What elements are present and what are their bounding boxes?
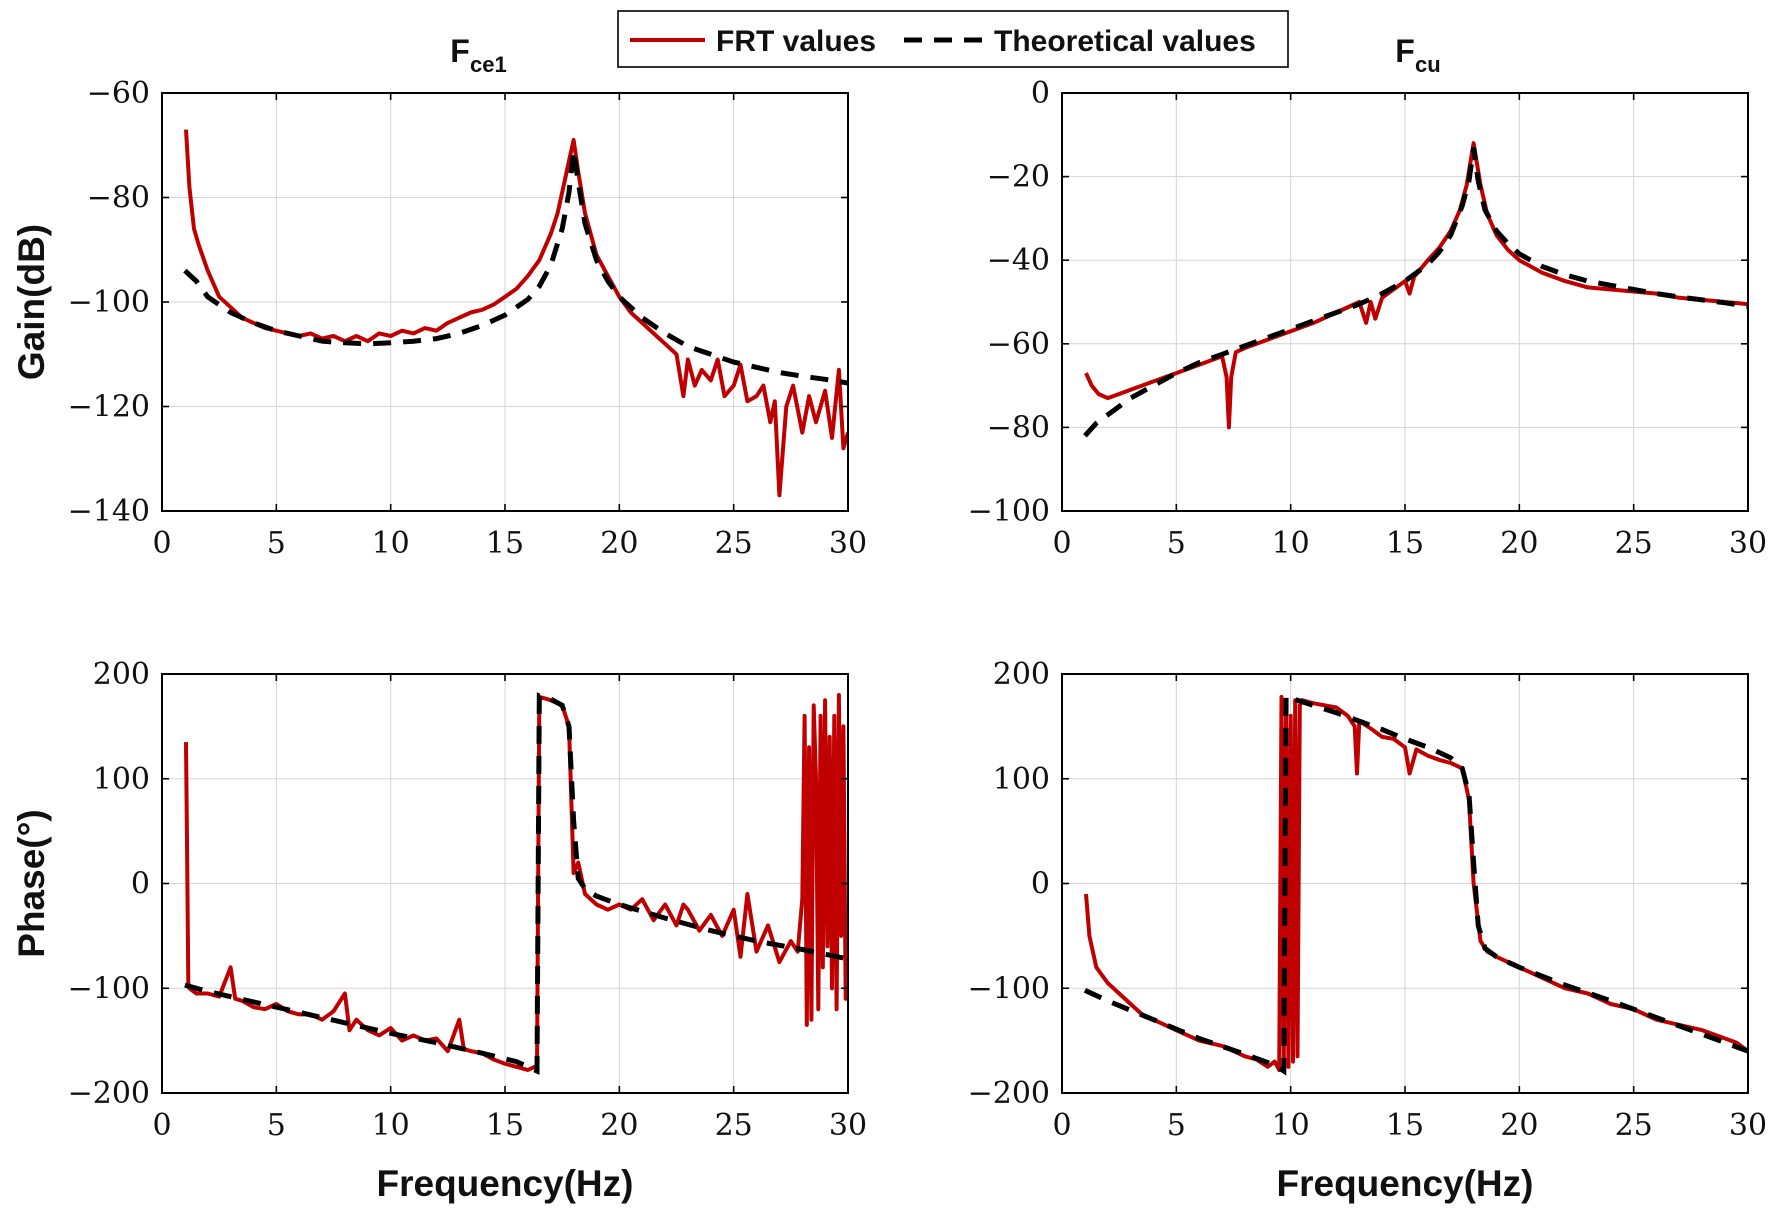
x-tick-label: 20 <box>1500 526 1538 561</box>
panel-gain-fce1: 0 5 10 15 20 25 30 −140 −120 −100 −80 −60 F ce1 Gain(d… <box>11 33 867 561</box>
y-tick-label: −200 <box>968 1076 1050 1111</box>
panel-phase-fce1: 0 5 10 15 20 25 30 −200 −100 0 100 200 Phase(°) Frequ… <box>11 657 867 1204</box>
y-tick-label: 0 <box>1031 76 1050 111</box>
x-tick-label: 10 <box>372 526 410 561</box>
x-tick-label: 5 <box>1167 1108 1186 1143</box>
panel-phase-fcu: 0 5 10 15 20 25 30 −200 −100 0 100 200 Frequency(Hz) <box>968 657 1768 1204</box>
y-tick-label: −20 <box>987 160 1050 195</box>
x-tick-label: 10 <box>1272 1108 1310 1143</box>
x-tick-label: 25 <box>715 1108 753 1143</box>
y-tick-label: −60 <box>987 327 1050 362</box>
x-tick-label: 30 <box>1729 526 1767 561</box>
x-tick-label: 0 <box>1052 526 1071 561</box>
y-tick-label: −60 <box>87 76 150 111</box>
series-theoretical-line <box>184 692 848 1075</box>
legend: FRT values Theoretical values <box>617 10 1289 68</box>
x-tick-label: 20 <box>600 526 638 561</box>
y-tick-label: −100 <box>968 494 1050 529</box>
series-theoretical-line <box>1083 146 1748 438</box>
legend-label-frt: FRT values <box>716 25 876 58</box>
x-axis-label: Frequency(Hz) <box>1277 1163 1534 1204</box>
y-tick-label: −100 <box>68 285 150 320</box>
y-tick-label: −200 <box>68 1076 150 1111</box>
y-tick-label: 100 <box>993 762 1050 797</box>
x-tick-label: 15 <box>1386 526 1424 561</box>
y-tick-label: 0 <box>131 867 150 902</box>
x-tick-label: 30 <box>1729 1108 1767 1143</box>
legend-box <box>617 10 1289 68</box>
x-tick-label: 0 <box>152 526 171 561</box>
y-tick-label: −80 <box>87 181 150 216</box>
panel-gain-fcu: 0 5 10 15 20 25 30 −100 −80 −60 −40 −20 0 F cu <box>968 33 1768 561</box>
y-tick-label: 200 <box>993 657 1050 692</box>
y-tick-label: 200 <box>93 657 150 692</box>
x-tick-label: 15 <box>1386 1108 1424 1143</box>
panel-title-subscript: cu <box>1415 52 1441 77</box>
x-tick-label: 5 <box>267 1108 286 1143</box>
x-tick-label: 15 <box>486 526 524 561</box>
x-tick-label: 20 <box>1500 1108 1538 1143</box>
panel-title: F <box>1395 33 1415 69</box>
y-tick-label: −140 <box>68 494 150 529</box>
panel-title: F <box>450 33 470 69</box>
series-theoretical-line <box>1083 692 1748 1076</box>
y-axis-label: Phase(°) <box>11 809 52 957</box>
x-tick-label: 10 <box>372 1108 410 1143</box>
x-tick-label: 0 <box>152 1108 171 1143</box>
y-tick-label: −80 <box>987 410 1050 445</box>
x-axis-label: Frequency(Hz) <box>377 1163 634 1204</box>
legend-label-theoretical: Theoretical values <box>994 25 1256 58</box>
x-tick-label: 30 <box>829 1108 867 1143</box>
series-frt-line <box>1084 141 1748 430</box>
panel-title-subscript: ce1 <box>470 52 507 77</box>
series-theoretical-line <box>183 150 848 386</box>
y-tick-label: −100 <box>68 971 150 1006</box>
y-tick-label: −40 <box>987 243 1050 278</box>
x-tick-label: 5 <box>1167 526 1186 561</box>
y-tick-label: 0 <box>1031 867 1050 902</box>
x-tick-label: 20 <box>600 1108 638 1143</box>
x-tick-label: 25 <box>715 526 753 561</box>
x-tick-label: 15 <box>486 1108 524 1143</box>
x-tick-label: 30 <box>829 526 867 561</box>
x-tick-label: 25 <box>1615 1108 1653 1143</box>
x-tick-label: 25 <box>1615 526 1653 561</box>
x-tick-label: 0 <box>1052 1108 1071 1143</box>
y-tick-label: −100 <box>968 971 1050 1006</box>
x-tick-label: 10 <box>1272 526 1310 561</box>
x-tick-label: 5 <box>267 526 286 561</box>
y-tick-label: 100 <box>93 762 150 797</box>
y-tick-label: −120 <box>68 390 150 425</box>
y-axis-label: Gain(dB) <box>11 224 52 380</box>
